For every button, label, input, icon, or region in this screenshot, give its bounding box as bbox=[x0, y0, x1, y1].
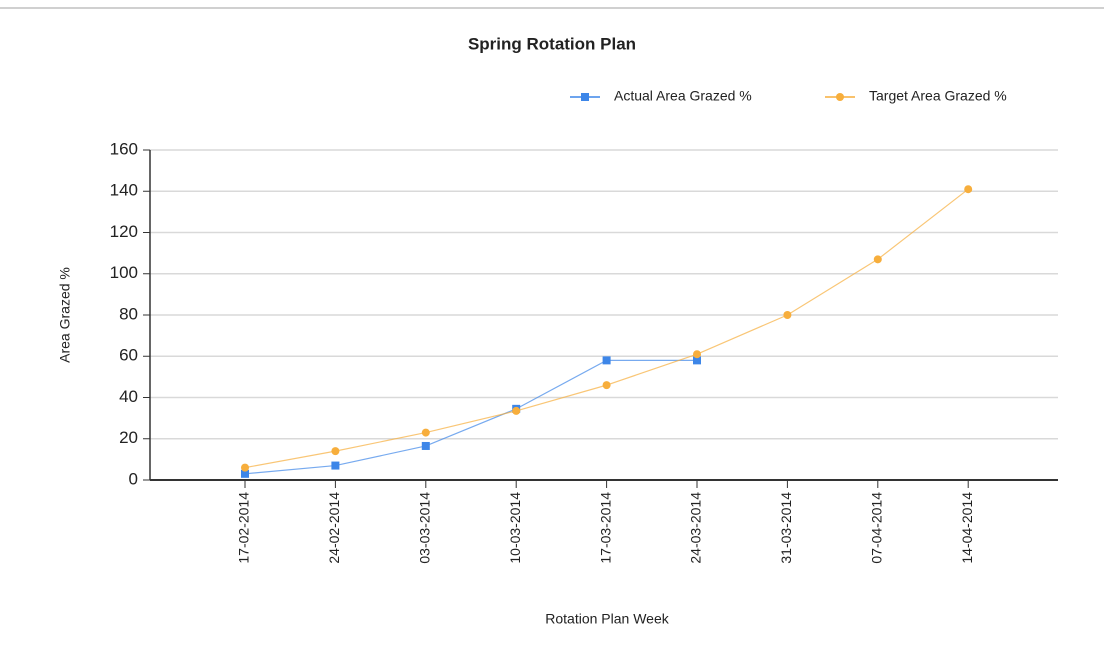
data-point bbox=[421, 428, 430, 437]
x-tick-label: 14-04-2014 bbox=[959, 492, 975, 564]
y-tick-label: 120 bbox=[110, 222, 138, 241]
x-tick-label: 24-03-2014 bbox=[688, 492, 704, 564]
y-tick-label: 60 bbox=[119, 346, 138, 365]
x-tick-label: 31-03-2014 bbox=[778, 492, 794, 564]
data-point bbox=[241, 469, 249, 478]
x-tick-label: 07-04-2014 bbox=[869, 492, 885, 564]
data-point bbox=[331, 461, 340, 470]
data-point bbox=[512, 406, 521, 415]
data-point bbox=[602, 381, 611, 390]
data-point bbox=[602, 356, 611, 365]
x-tick-label: 03-03-2014 bbox=[417, 492, 433, 564]
series-line bbox=[244, 359, 697, 475]
y-tick-label: 40 bbox=[119, 387, 138, 406]
data-point bbox=[693, 356, 701, 365]
legend-label: Target Area Grazed % bbox=[869, 88, 1007, 104]
y-tick-label: 20 bbox=[119, 428, 138, 447]
y-tick-label: 0 bbox=[129, 469, 138, 488]
x-axis-label: Rotation Plan Week bbox=[545, 611, 669, 627]
y-axis-label: Area Grazed % bbox=[57, 267, 73, 363]
legend-label: Actual Area Grazed % bbox=[614, 88, 752, 104]
y-tick-label: 100 bbox=[110, 263, 138, 282]
data-point bbox=[693, 350, 701, 359]
x-tick-label: 24-02-2014 bbox=[326, 492, 342, 564]
data-point bbox=[421, 441, 430, 450]
x-tick-label: 17-02-2014 bbox=[236, 492, 252, 564]
data-point bbox=[783, 311, 792, 319]
y-tick-label: 160 bbox=[110, 139, 138, 158]
data-point bbox=[964, 185, 973, 194]
data-point bbox=[331, 447, 340, 456]
data-point bbox=[241, 463, 249, 472]
y-tick-label: 140 bbox=[110, 181, 138, 200]
legend-marker bbox=[836, 93, 844, 101]
y-tick-label: 80 bbox=[119, 304, 138, 323]
series-line bbox=[244, 188, 969, 469]
legend-marker bbox=[581, 93, 589, 101]
x-tick-label: 10-03-2014 bbox=[507, 492, 523, 564]
data-point bbox=[873, 255, 882, 264]
x-tick-label: 17-03-2014 bbox=[597, 492, 613, 564]
chart-title: Spring Rotation Plan bbox=[468, 34, 636, 53]
